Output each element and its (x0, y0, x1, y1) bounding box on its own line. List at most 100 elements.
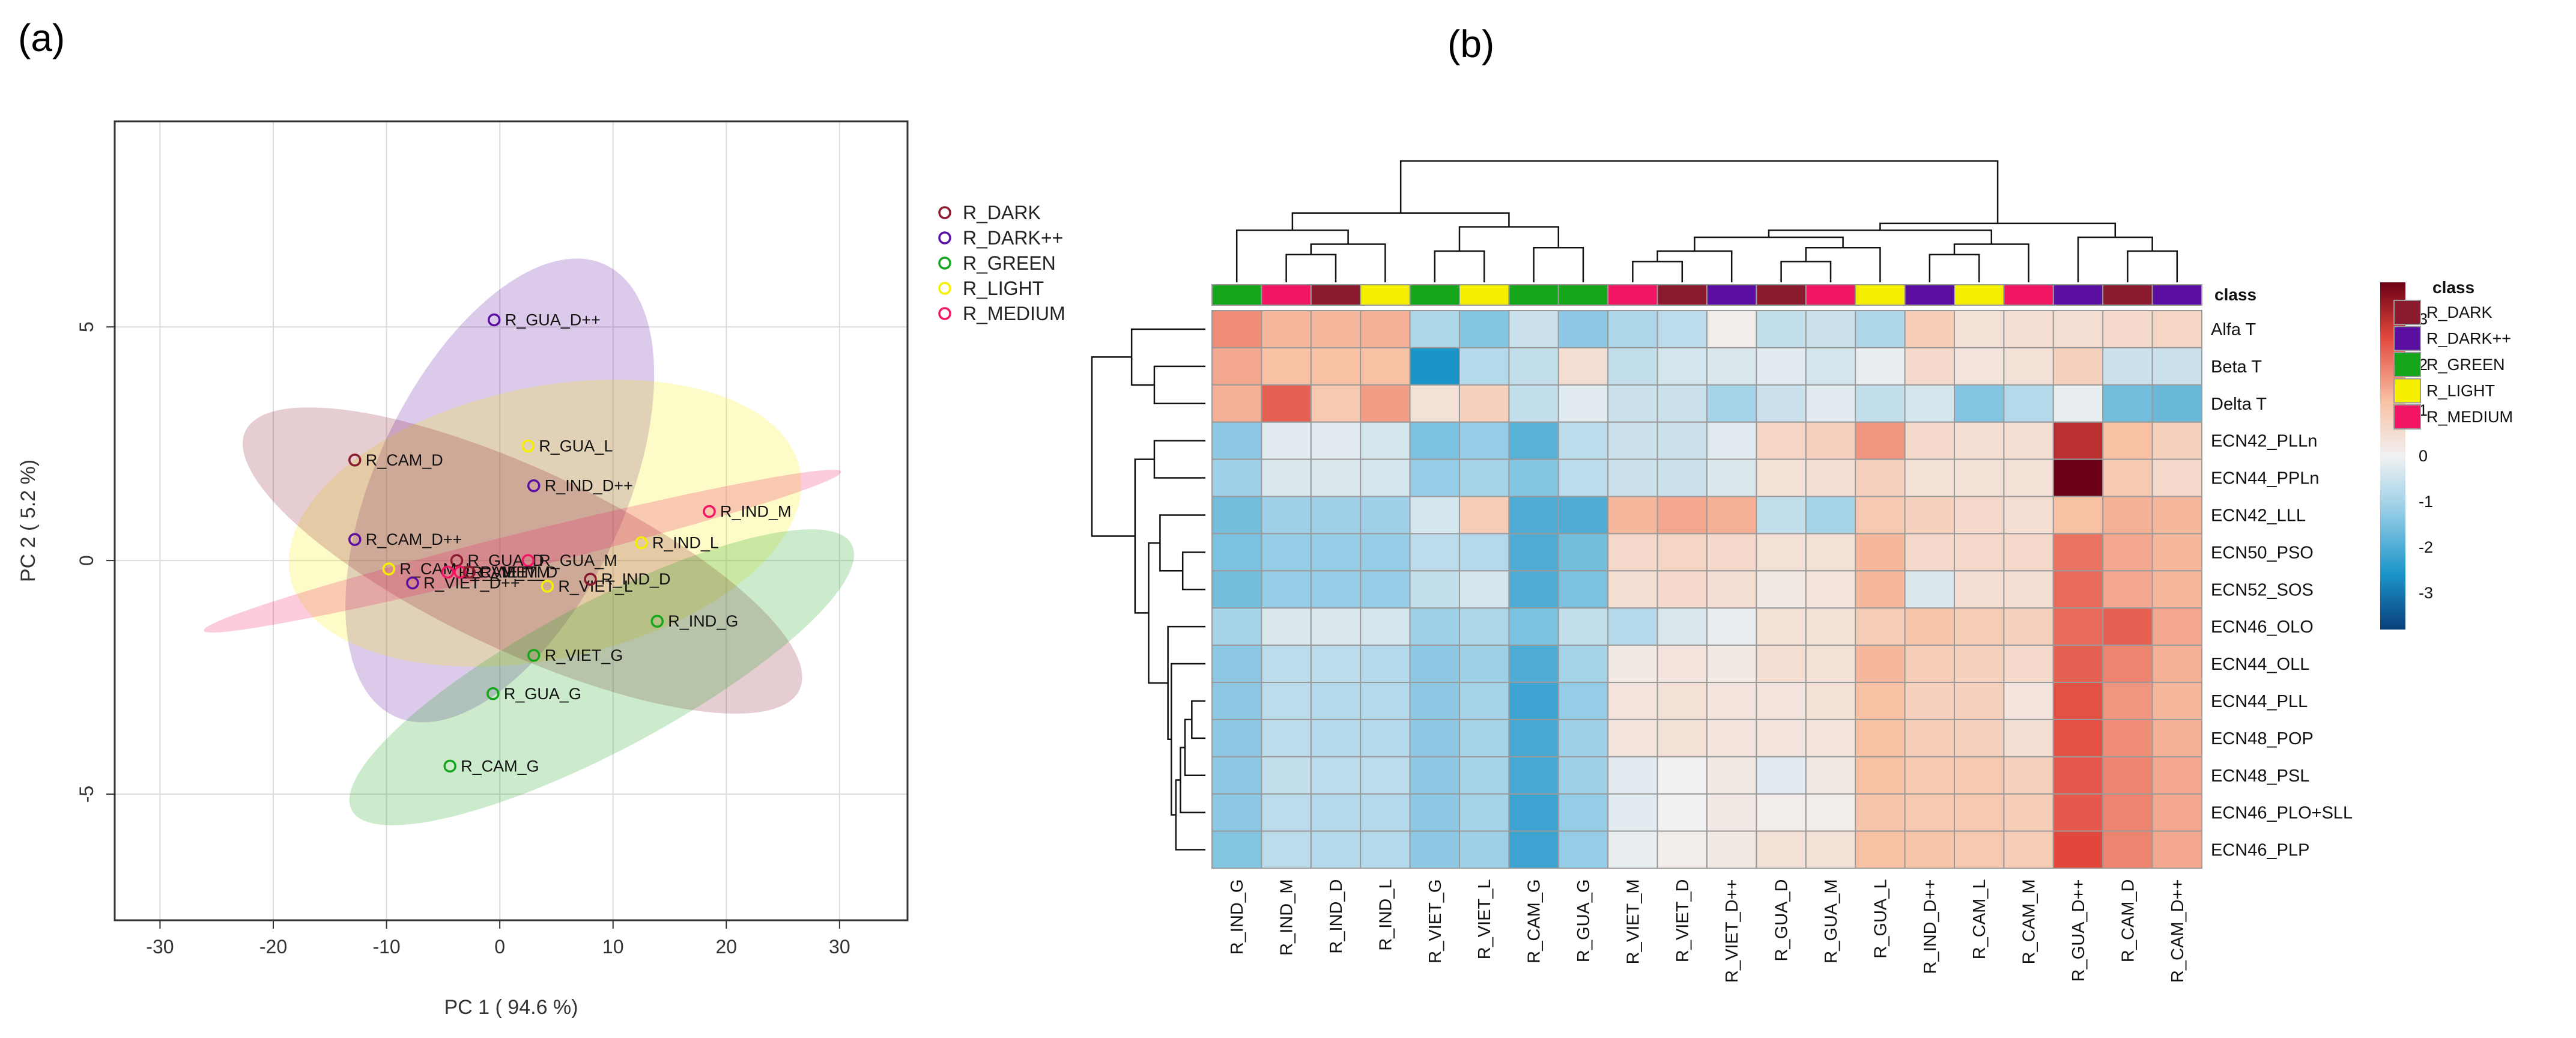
heatmap-cell (1954, 718, 2005, 757)
heatmap-cell (2003, 682, 2054, 720)
heatmap-cell (1855, 718, 1906, 757)
column-dendrogram-link (1929, 253, 1980, 282)
heatmap-cell (2052, 347, 2104, 386)
heatmap-cell (1261, 458, 1312, 497)
point-r-ind-l (635, 536, 648, 550)
point-r-cam-d (348, 454, 362, 467)
heatmap-cell (1508, 756, 1559, 795)
class-bar-cell-r-cam-d (2102, 284, 2153, 306)
row-dendrogram-link (1167, 625, 1205, 741)
row-dendrogram (1091, 328, 1205, 851)
heatmap-cell (1855, 384, 1906, 423)
heatmap-cell (2052, 607, 2104, 646)
row-dendrogram-link (1148, 542, 1168, 684)
heatmap-cell (1261, 645, 1312, 683)
heatmap-cell (1904, 496, 1956, 535)
heatmap-cell (1656, 347, 1708, 386)
column-label-r-cam-d: R_CAM_D (2118, 879, 2138, 963)
column-label-r-viet-g: R_VIET_G (1426, 879, 1445, 964)
heatmap-cell (1855, 496, 1906, 535)
heatmap-cell (1261, 756, 1312, 795)
point-r-viet-m (453, 565, 467, 579)
colorbar-tick-label: -1 (2419, 493, 2433, 511)
heatmap-cell (1459, 682, 1510, 720)
heatmap-cell (1607, 756, 1658, 795)
heatmap-cell (1310, 718, 1362, 757)
heatmap-cell (1360, 310, 1411, 348)
column-dendrogram-link (1805, 247, 1881, 282)
heatmap-cell (2102, 830, 2153, 869)
heatmap-cell (1261, 310, 1312, 348)
heatmap-cell (1904, 718, 1956, 757)
heatmap-cell (1459, 570, 1510, 609)
heatmap-cell (2102, 458, 2153, 497)
heatmap-cell (1211, 793, 1262, 832)
class-legend-label-r-green: R_GREEN (2426, 356, 2505, 374)
heatmap-cell (1261, 496, 1312, 535)
heatmap-cell (1656, 793, 1708, 832)
heatmap-cell (1805, 496, 1856, 535)
heatmap-cell (1508, 607, 1559, 646)
heatmap-cell (1261, 718, 1312, 757)
heatmap-cell (1261, 793, 1312, 832)
heatmap-cell (1904, 645, 1956, 683)
point-r-cam-m (441, 565, 455, 579)
heatmap-cell (1459, 645, 1510, 683)
heatmap-cell (1360, 384, 1411, 423)
heatmap-cell (1706, 458, 1757, 497)
column-label-r-cam-dplusplus: R_CAM_D++ (2168, 879, 2187, 983)
colorbar-tick-label: -3 (2419, 584, 2433, 602)
class-bar-label: class (2214, 285, 2256, 304)
heatmap-cell (1360, 347, 1411, 386)
heatmap-cell (1954, 347, 2005, 386)
legend-label-r-light: R_LIGHT (963, 278, 1044, 299)
heatmap-cell (2102, 607, 2153, 646)
heatmap-cell (1954, 421, 2005, 460)
pca-legend: R_DARK R_DARK++ R_GREEN R_LIGHT R_MEDIUM (938, 202, 1065, 324)
x-tick-label: -30 (146, 936, 174, 958)
heatmap-cell (1904, 682, 1956, 720)
heatmap-cell (1855, 347, 1906, 386)
point-r-ind-dplusplus (527, 479, 541, 493)
y-tick-label: -5 (76, 786, 97, 803)
heatmap-cell (1954, 645, 2005, 683)
heatmap-cell (1310, 682, 1362, 720)
heatmap-cell (1954, 830, 2005, 869)
class-annotation-bar (1211, 284, 2203, 306)
class-legend-title: class (2432, 278, 2474, 297)
point-label-r-cam-dplusplus: R_CAM_D++ (366, 530, 462, 548)
column-dendrogram-link (1656, 250, 1733, 282)
heatmap-cell (1310, 570, 1362, 609)
legend-marker-r-green (938, 256, 951, 270)
point-label-r-ind-l: R_IND_L (652, 534, 719, 552)
heatmap-cell (1557, 310, 1609, 348)
heatmap-cell (1904, 384, 1956, 423)
row-label-ecn52-sos: ECN52_SOS (2211, 580, 2314, 599)
heatmap-cell (2052, 645, 2104, 683)
heatmap-cell (1310, 793, 1362, 832)
heatmap-cell (1360, 570, 1411, 609)
heatmap-cell (1360, 458, 1411, 497)
column-dendrogram (1235, 160, 2178, 282)
heatmap-cell (1409, 718, 1461, 757)
heatmap-cell (1904, 458, 1956, 497)
heatmap-cell (1706, 384, 1757, 423)
class-bar-cell-r-viet-m (1607, 284, 1658, 306)
colorbar-tick-label: 0 (2419, 447, 2428, 465)
point-label-r-gua-l: R_GUA_L (539, 437, 613, 455)
heatmap-cell (1360, 645, 1411, 683)
heatmap-cell (1508, 793, 1559, 832)
column-label-r-cam-m: R_CAM_M (2020, 879, 2039, 965)
heatmap-cell (1261, 533, 1312, 572)
heatmap-cell (1805, 645, 1856, 683)
heatmap-cell (1706, 496, 1757, 535)
heatmap-cell (2102, 421, 2153, 460)
column-dendrogram-link (1632, 261, 1683, 282)
column-label-r-gua-dplusplus: R_GUA_D++ (2069, 879, 2088, 982)
heatmap-cell (1805, 384, 1856, 423)
heatmap-cell (1211, 570, 1262, 609)
heatmap-cell (1756, 607, 1807, 646)
heatmap-cell (1756, 830, 1807, 869)
heatmap-cell (2151, 830, 2203, 869)
heatmap-cell (1409, 533, 1461, 572)
